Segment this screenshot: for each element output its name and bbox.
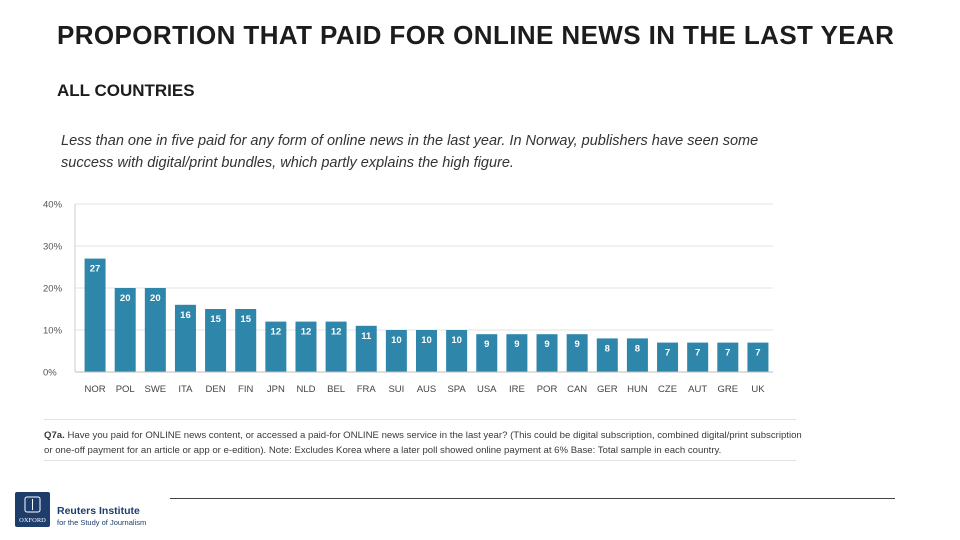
chart-footnote: Q7a. Have you paid for ONLINE news conte… bbox=[44, 428, 804, 458]
bar bbox=[205, 309, 227, 372]
bar-value-label: 8 bbox=[635, 343, 640, 354]
x-tick-label: FIN bbox=[238, 384, 253, 395]
y-tick-label: 30% bbox=[43, 242, 63, 253]
bar bbox=[566, 334, 588, 372]
bar-value-label: 20 bbox=[120, 293, 131, 304]
bar-value-label: 8 bbox=[605, 343, 610, 354]
bar-value-label: 10 bbox=[451, 335, 462, 346]
x-tick-label: POR bbox=[537, 384, 558, 395]
bar-chart: 0% 10% 20% 30% 40% 27 NOR 20 POL 20 SWE 16 ITA 15 DEN 1… bbox=[43, 200, 773, 395]
bar-value-label: 15 bbox=[210, 314, 221, 325]
x-tick-label: DEN bbox=[206, 384, 226, 395]
x-tick-label: NOR bbox=[85, 384, 106, 395]
bar-value-label: 9 bbox=[575, 339, 580, 350]
bar bbox=[687, 342, 709, 372]
crest-text: OXFORD bbox=[19, 517, 46, 524]
x-tick-label: ITA bbox=[178, 384, 193, 395]
bar-value-label: 7 bbox=[665, 348, 670, 359]
x-tick-label: AUS bbox=[417, 384, 437, 395]
x-tick-label: SUI bbox=[388, 384, 404, 395]
bar bbox=[295, 321, 317, 372]
bar-value-label: 12 bbox=[331, 327, 342, 338]
logo-name: Reuters Institute bbox=[57, 505, 140, 517]
x-tick-label: CAN bbox=[567, 384, 587, 395]
bar bbox=[476, 334, 498, 372]
y-tick-label: 0% bbox=[43, 368, 57, 379]
x-tick-label: IRE bbox=[509, 384, 525, 395]
bar bbox=[536, 334, 558, 372]
bar bbox=[747, 342, 769, 372]
bar bbox=[265, 321, 287, 372]
bar-value-label: 27 bbox=[90, 264, 101, 275]
bar-value-label: 10 bbox=[421, 335, 432, 346]
divider bbox=[44, 419, 796, 420]
bar-value-label: 11 bbox=[361, 331, 372, 342]
bar-value-label: 12 bbox=[271, 327, 282, 338]
bar bbox=[416, 330, 437, 372]
bar bbox=[144, 288, 166, 372]
y-tick-label: 40% bbox=[43, 200, 63, 211]
bar bbox=[717, 342, 739, 372]
question-text: Have you paid for ONLINE news content, o… bbox=[44, 430, 802, 456]
bar bbox=[325, 321, 347, 372]
bar bbox=[235, 309, 257, 372]
bar-value-label: 7 bbox=[755, 348, 760, 359]
bar bbox=[506, 334, 528, 372]
bar-value-label: 15 bbox=[240, 314, 251, 325]
footer-rule bbox=[170, 498, 895, 499]
bar-value-label: 9 bbox=[544, 339, 549, 350]
oxford-crest-icon: OXFORD bbox=[15, 492, 50, 527]
bar bbox=[385, 330, 407, 372]
y-tick-label: 20% bbox=[43, 284, 63, 295]
x-tick-label: AUT bbox=[688, 384, 707, 395]
x-tick-label: BEL bbox=[327, 384, 345, 395]
bar-value-label: 10 bbox=[391, 335, 402, 346]
bar bbox=[657, 342, 679, 372]
x-tick-label: HUN bbox=[627, 384, 648, 395]
x-tick-label: SWE bbox=[145, 384, 167, 395]
x-tick-label: FRA bbox=[357, 384, 377, 395]
question-id: Q7a. bbox=[44, 430, 65, 441]
bar bbox=[596, 338, 618, 372]
x-tick-label: JPN bbox=[267, 384, 285, 395]
x-tick-label: USA bbox=[477, 384, 497, 395]
y-tick-label: 10% bbox=[43, 326, 63, 337]
bar bbox=[626, 338, 648, 372]
bar-value-label: 9 bbox=[484, 339, 489, 350]
bar-value-label: 7 bbox=[695, 348, 700, 359]
x-tick-label: SPA bbox=[447, 384, 466, 395]
bar-value-label: 16 bbox=[180, 310, 191, 321]
divider bbox=[44, 460, 796, 461]
bar-value-label: 20 bbox=[150, 293, 161, 304]
bar bbox=[84, 258, 106, 372]
bar-value-label: 9 bbox=[514, 339, 519, 350]
page-title: PROPORTION THAT PAID FOR ONLINE NEWS IN … bbox=[57, 20, 895, 50]
x-tick-label: POL bbox=[116, 384, 135, 395]
x-tick-label: GRE bbox=[718, 384, 739, 395]
bar bbox=[355, 325, 377, 372]
page-subtitle: ALL COUNTRIES bbox=[57, 81, 195, 100]
chart-description: Less than one in five paid for any form … bbox=[61, 133, 759, 171]
bar-value-label: 12 bbox=[301, 327, 312, 338]
bar bbox=[446, 330, 468, 372]
x-tick-label: CZE bbox=[658, 384, 677, 395]
x-tick-label: GER bbox=[597, 384, 618, 395]
x-tick-label: UK bbox=[751, 384, 765, 395]
logo-tagline: for the Study of Journalism bbox=[57, 518, 147, 527]
bar bbox=[114, 288, 136, 372]
x-tick-label: NLD bbox=[296, 384, 315, 395]
bar-value-label: 7 bbox=[725, 348, 730, 359]
bar bbox=[174, 304, 196, 372]
